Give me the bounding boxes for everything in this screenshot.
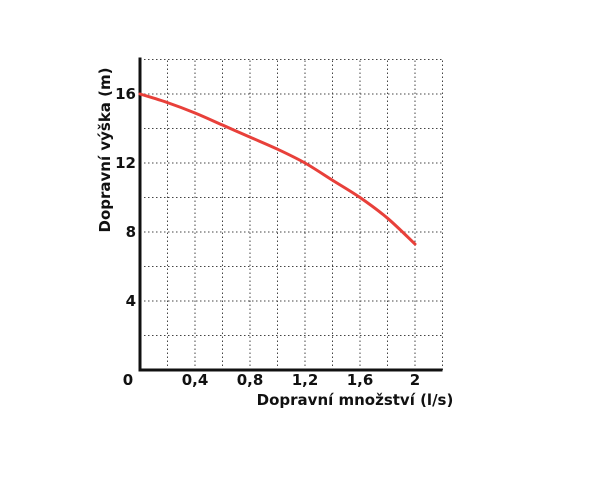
axes bbox=[138, 57, 443, 372]
grid bbox=[140, 59, 443, 370]
x-tick-label: 0,4 bbox=[182, 371, 209, 389]
y-axis-title: Dopravní výška (m) bbox=[96, 68, 114, 233]
y-tick-label: 8 bbox=[126, 223, 136, 241]
x-tick-label: 1,2 bbox=[292, 371, 319, 389]
y-tick-label: 4 bbox=[126, 292, 136, 310]
x-axis-title: Dopravní množství (l/s) bbox=[257, 391, 454, 409]
y-tick-label: 16 bbox=[115, 85, 136, 103]
tick-labels: 0 0,4 0,8 1,2 1,6 2 4 8 12 16 bbox=[115, 85, 420, 389]
x-tick-label: 2 bbox=[410, 371, 420, 389]
x-tick-label: 0 bbox=[123, 371, 133, 389]
x-tick-label: 1,6 bbox=[347, 371, 374, 389]
series-line bbox=[138, 92, 417, 246]
x-tick-label: 0,8 bbox=[237, 371, 264, 389]
y-tick-label: 12 bbox=[115, 154, 136, 172]
series bbox=[138, 92, 417, 246]
